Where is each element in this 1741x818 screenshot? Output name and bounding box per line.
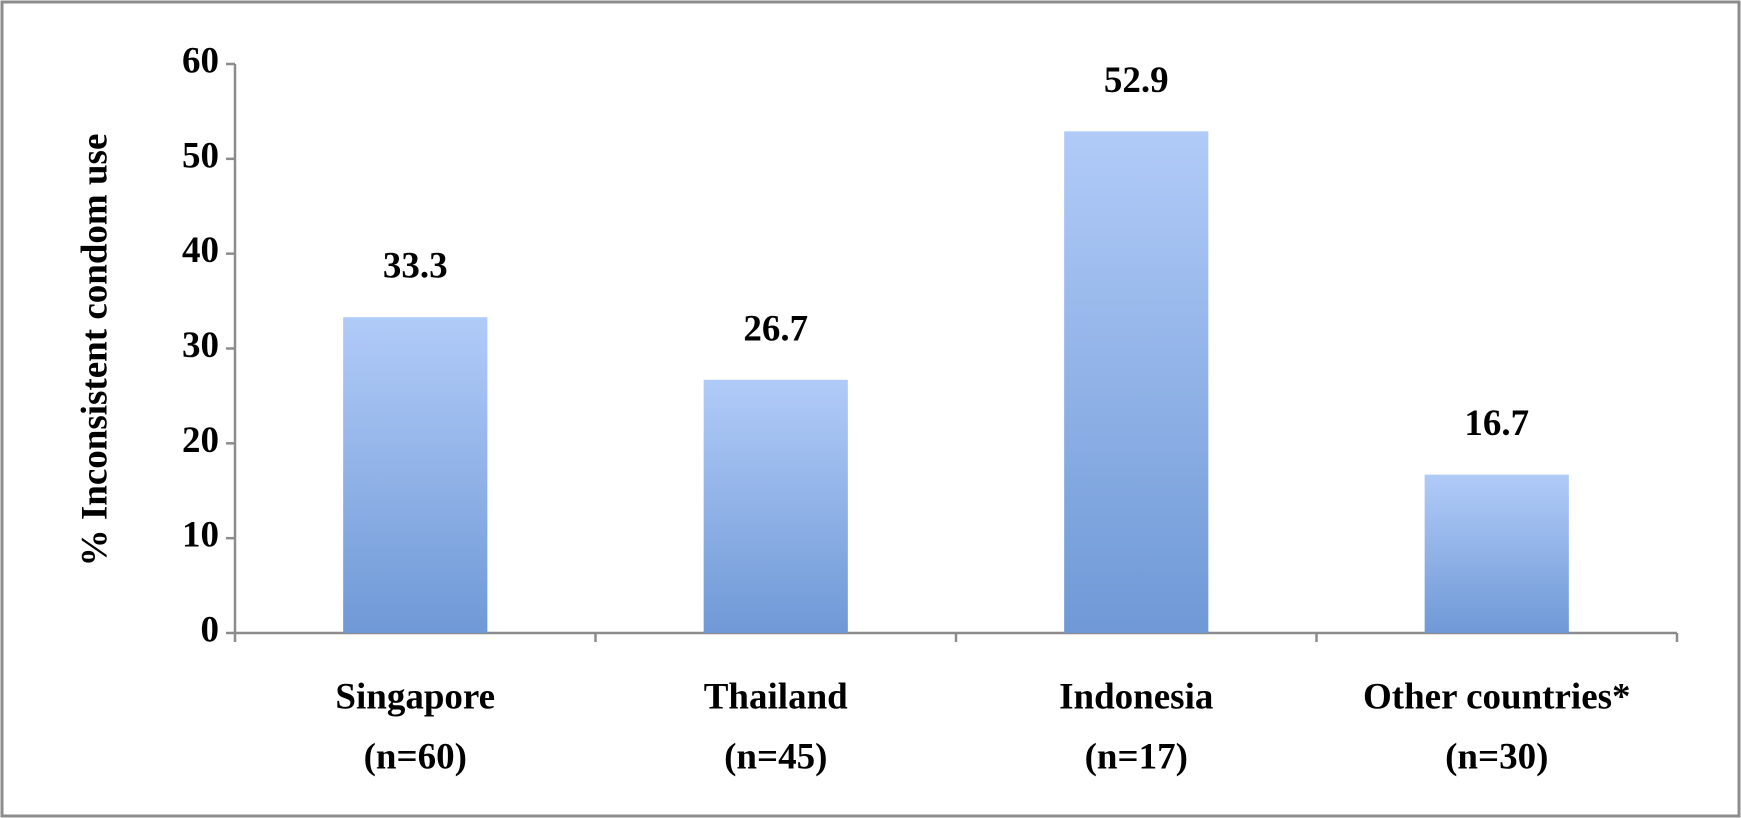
y-tick-label: 30 [182, 325, 219, 366]
y-axis-title: % Inconsistent condom use [74, 134, 115, 567]
y-tick-label: 50 [182, 135, 219, 176]
x-tick-label: Indonesia [1059, 676, 1213, 717]
value-label: 52.9 [1104, 60, 1169, 101]
x-tick-label: (n=60) [364, 736, 467, 777]
x-tick-label: (n=30) [1445, 736, 1548, 777]
x-tick-label: Thailand [704, 676, 848, 717]
y-tick-label: 0 [201, 609, 220, 650]
bar [1424, 474, 1569, 633]
y-tick-label: 60 [182, 40, 219, 81]
bar [703, 379, 848, 633]
bar [343, 317, 488, 633]
x-tick-label: Singapore [335, 676, 495, 717]
y-tick-label: 40 [182, 230, 219, 271]
value-label: 33.3 [383, 246, 448, 287]
y-tick-label: 20 [182, 420, 219, 461]
x-tick-label: (n=45) [724, 736, 827, 777]
value-label: 16.7 [1464, 403, 1529, 444]
x-tick-label: (n=17) [1085, 736, 1188, 777]
x-tick-label: Other countries* [1363, 676, 1631, 717]
value-label: 26.7 [743, 308, 808, 349]
bar [1064, 131, 1209, 633]
y-tick-label: 10 [182, 515, 219, 556]
